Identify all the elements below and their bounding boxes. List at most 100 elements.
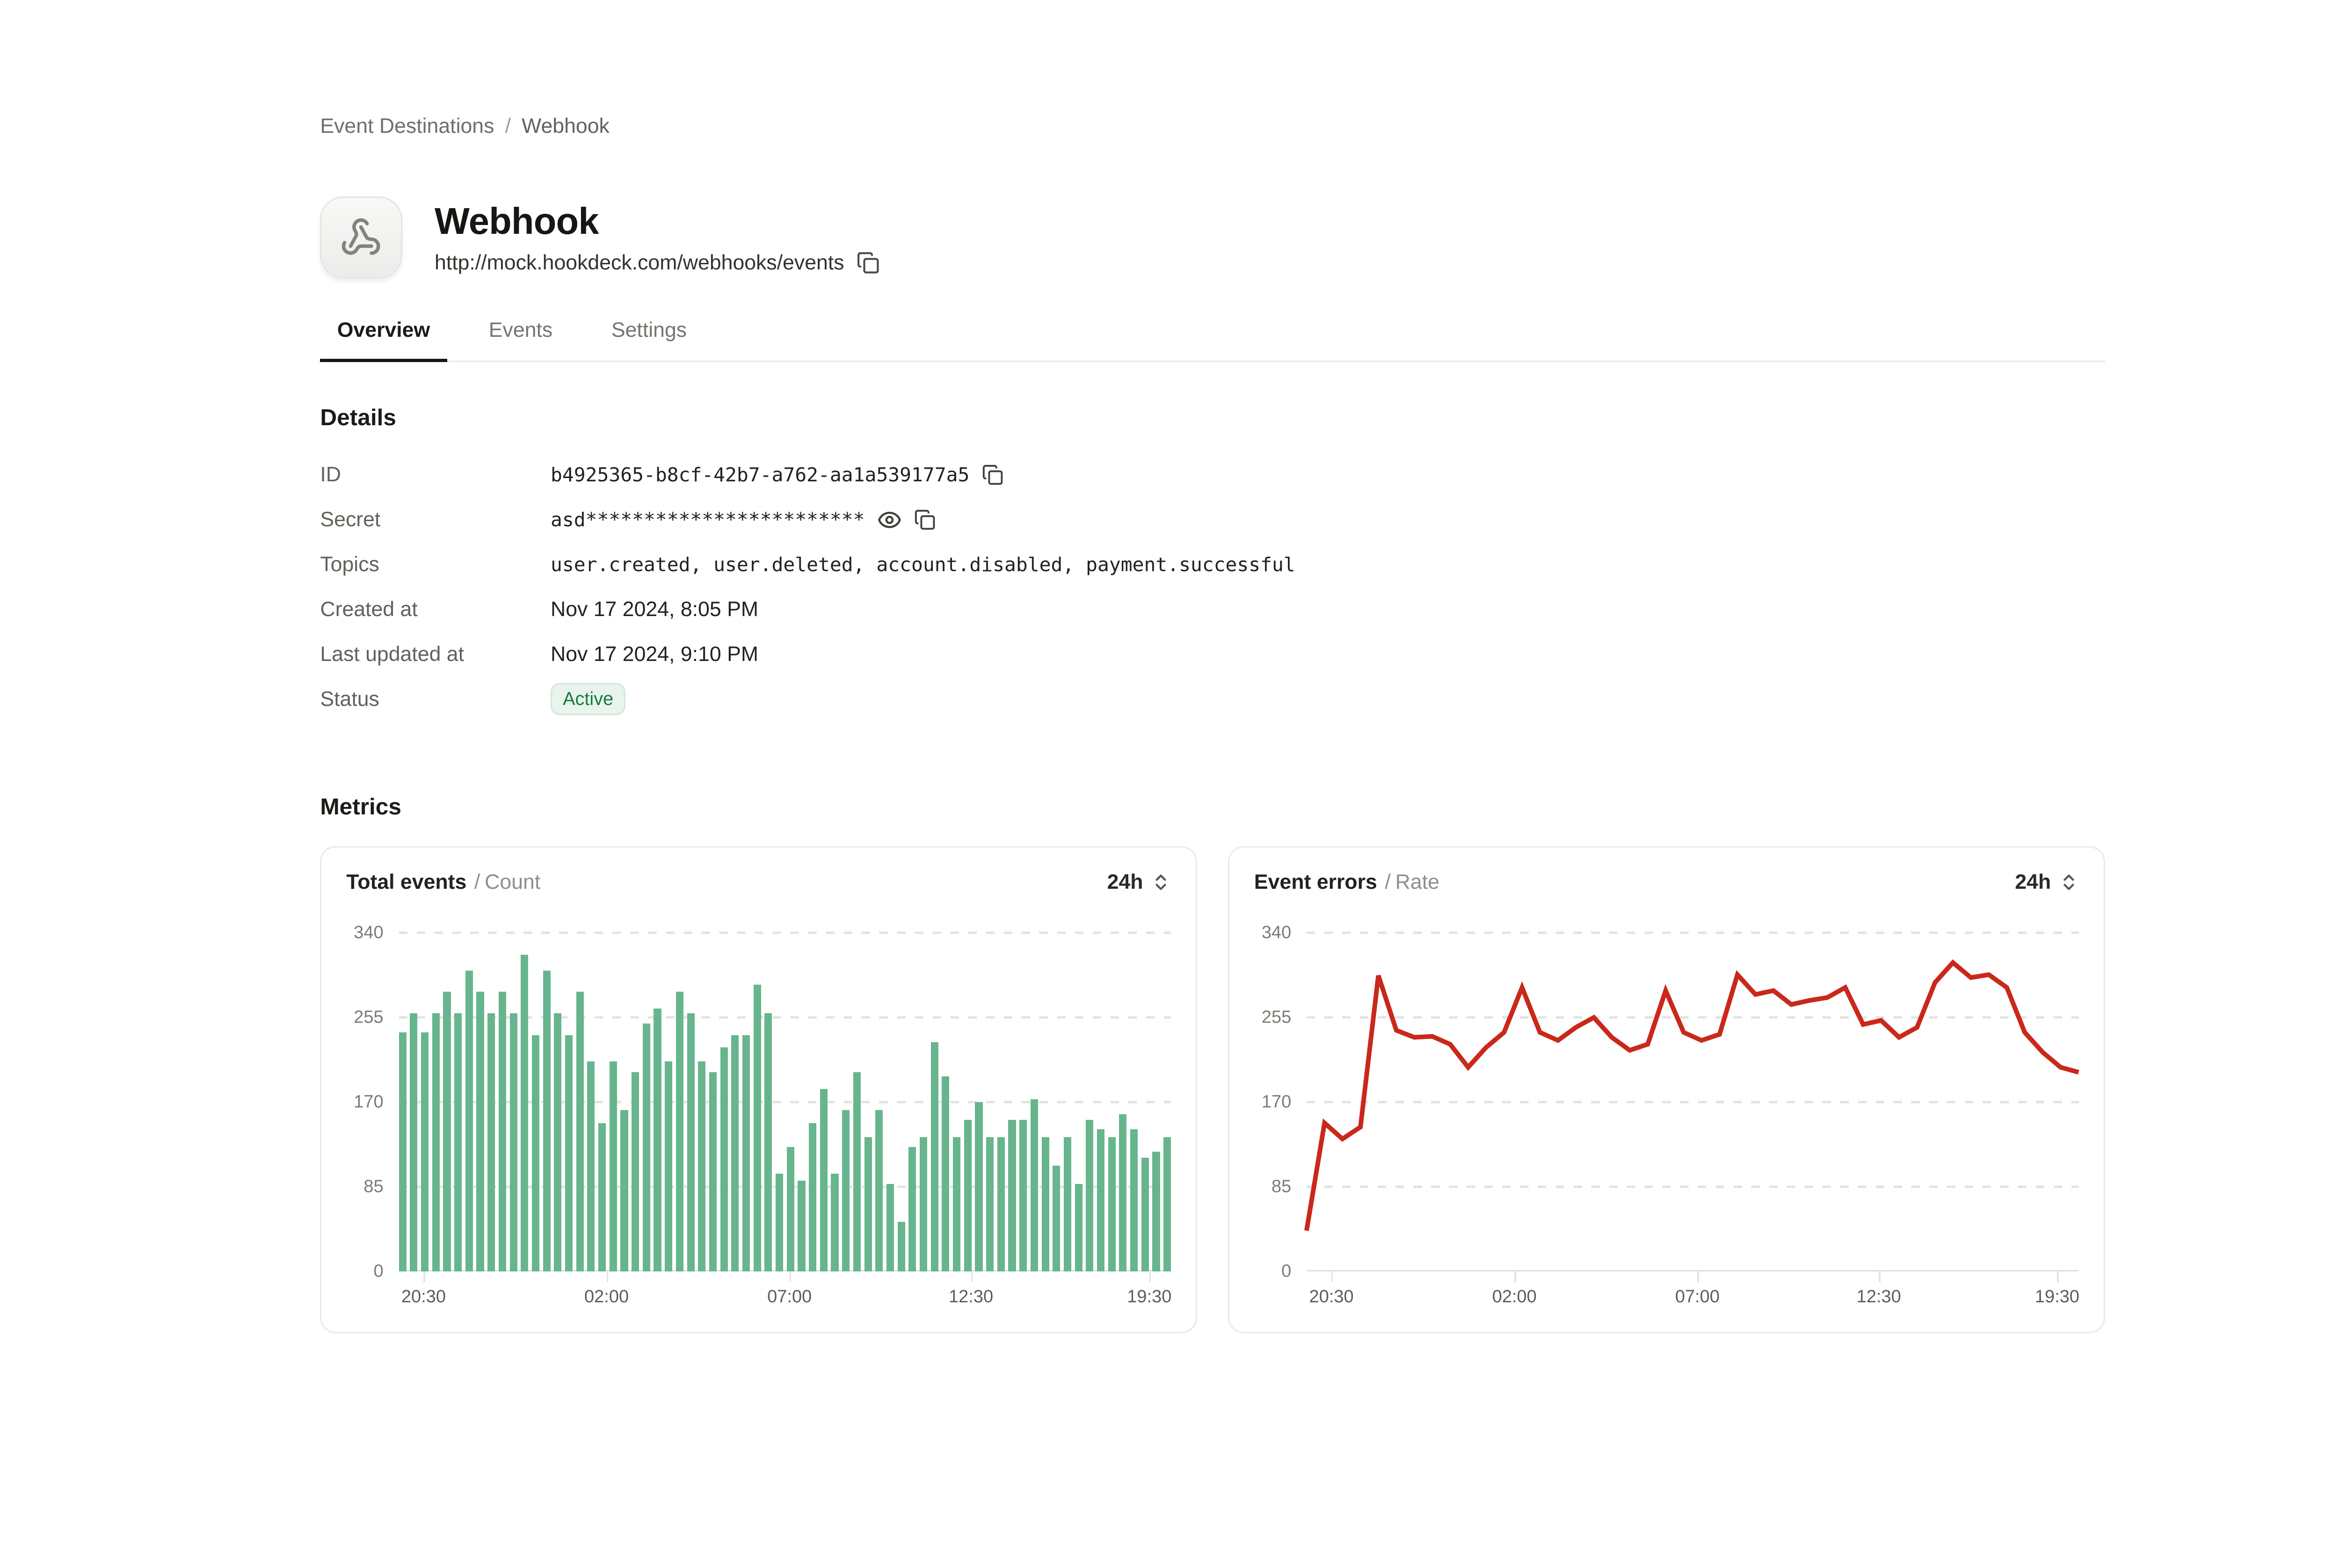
detail-label: Topics (320, 552, 379, 576)
x-tick-label: 19:30 (1127, 1287, 1172, 1307)
breadcrumb-parent[interactable]: Event Destinations (320, 114, 494, 138)
copy-url-button[interactable] (857, 251, 880, 275)
y-tick-label: 255 (354, 1007, 384, 1027)
x-tick-label: 02:00 (1492, 1287, 1537, 1307)
bar (831, 1174, 839, 1272)
bar (798, 1181, 806, 1272)
metric-card-total-events: Total events / Count 24h 0 85 170 255 340 (320, 846, 1197, 1334)
card-title-group: Total events / Count (346, 871, 540, 894)
webhook-url: http://mock.hookdeck.com/webhooks/events (435, 251, 844, 274)
tab-settings[interactable]: Settings (594, 319, 704, 361)
bar (764, 1013, 772, 1272)
copy-icon (982, 465, 1003, 485)
bar (1086, 1120, 1094, 1272)
x-tick-mark (1514, 1271, 1516, 1283)
bar (543, 970, 551, 1272)
time-range-selector[interactable]: 24h (1107, 871, 1171, 894)
chart: 0 85 170 255 340 20:30 02:00 07:00 12:30 19:30 (1254, 922, 2080, 1310)
bar (864, 1137, 872, 1272)
bar (531, 1035, 539, 1272)
x-tick-label: 19:30 (2034, 1287, 2080, 1307)
bar (620, 1110, 628, 1272)
created-at-value: Nov 17 2024, 8:05 PM (550, 597, 759, 621)
copy-id-button[interactable] (982, 464, 1003, 486)
bar (1075, 1183, 1082, 1272)
bar (776, 1174, 784, 1272)
bar (698, 1061, 706, 1272)
x-tick-label: 07:00 (767, 1287, 812, 1307)
entity-title-block: Webhook http://mock.hookdeck.com/webhook… (435, 196, 880, 276)
copy-secret-button[interactable] (914, 509, 936, 530)
bar (565, 1035, 573, 1272)
bar (632, 1072, 639, 1272)
detail-row-id: ID b4925365-b8cf-42b7-a762-aa1a539177a5 (320, 452, 2105, 497)
bar (919, 1137, 928, 1272)
bar (731, 1035, 739, 1272)
bar (1119, 1114, 1127, 1272)
card-header: Total events / Count 24h (346, 871, 1171, 894)
detail-value-last-updated: Nov 17 2024, 9:10 PM (551, 643, 758, 666)
x-tick-mark (789, 1271, 792, 1283)
line-series (1307, 933, 2078, 1271)
bar (642, 1023, 650, 1272)
x-tick-mark (1149, 1271, 1151, 1283)
detail-row-topics: Topics user.created, user.deleted, accou… (320, 542, 2105, 587)
x-tick-mark (423, 1271, 425, 1283)
card-subtitle: Count (485, 871, 541, 894)
detail-label: Created at (320, 597, 418, 621)
bar (598, 1123, 606, 1272)
y-tick-label: 0 (373, 1261, 384, 1281)
x-tick-label: 12:30 (949, 1287, 994, 1307)
x-tick-label: 20:30 (401, 1287, 446, 1307)
metrics-heading: Metrics (320, 793, 401, 820)
y-tick-label: 170 (1261, 1092, 1292, 1112)
time-range-value: 24h (1107, 871, 1143, 894)
bar (665, 1061, 673, 1272)
x-tick-mark (1879, 1271, 1881, 1283)
bar (609, 1061, 617, 1272)
bar (842, 1110, 850, 1272)
detail-value-id: b4925365-b8cf-42b7-a762-aa1a539177a5 (551, 464, 1003, 486)
gridline (1307, 1185, 2079, 1188)
bar (997, 1137, 1005, 1272)
bar (1063, 1137, 1071, 1272)
y-tick-label: 0 (1281, 1261, 1292, 1281)
bar (410, 1013, 418, 1272)
detail-value-status: Active (550, 683, 626, 715)
bar (709, 1072, 717, 1272)
metrics-section: Metrics Total events / Count 24h (320, 793, 2105, 1334)
gridline (399, 1101, 1171, 1103)
copy-icon (857, 252, 879, 274)
webhook-icon-tile (320, 196, 402, 279)
bar (1041, 1137, 1049, 1272)
bar (986, 1137, 994, 1272)
bar (930, 1042, 938, 1272)
tab-overview[interactable]: Overview (320, 319, 447, 363)
bar (1152, 1152, 1160, 1272)
x-tick-mark (2057, 1271, 2059, 1283)
gridline (1307, 931, 2079, 934)
bar (897, 1221, 905, 1272)
detail-row-status: Status Active (320, 677, 2105, 722)
bar (476, 991, 484, 1272)
id-value: b4925365-b8cf-42b7-a762-aa1a539177a5 (550, 464, 970, 486)
y-tick-label: 255 (1261, 1007, 1292, 1027)
gridline (1307, 1016, 2079, 1019)
secret-value: asd************************ (550, 508, 865, 531)
gridline (1307, 1101, 2079, 1103)
gridline (399, 931, 1171, 934)
bar (654, 1008, 661, 1272)
content: Event Destinations / Webhook Webhook htt… (320, 0, 2105, 1334)
x-axis-line (399, 1270, 1171, 1272)
bar (942, 1076, 950, 1272)
breadcrumb-separator: / (505, 114, 511, 138)
bar (399, 1032, 407, 1272)
bar (1108, 1137, 1116, 1272)
reveal-secret-button[interactable] (877, 508, 902, 532)
tab-events[interactable]: Events (472, 319, 569, 361)
y-tick-label: 340 (1261, 922, 1292, 943)
x-axis-labels: 20:30 02:00 07:00 12:30 19:30 (1307, 1287, 2080, 1310)
bar (1053, 1166, 1061, 1272)
time-range-selector[interactable]: 24h (2015, 871, 2078, 894)
bar (820, 1089, 828, 1272)
